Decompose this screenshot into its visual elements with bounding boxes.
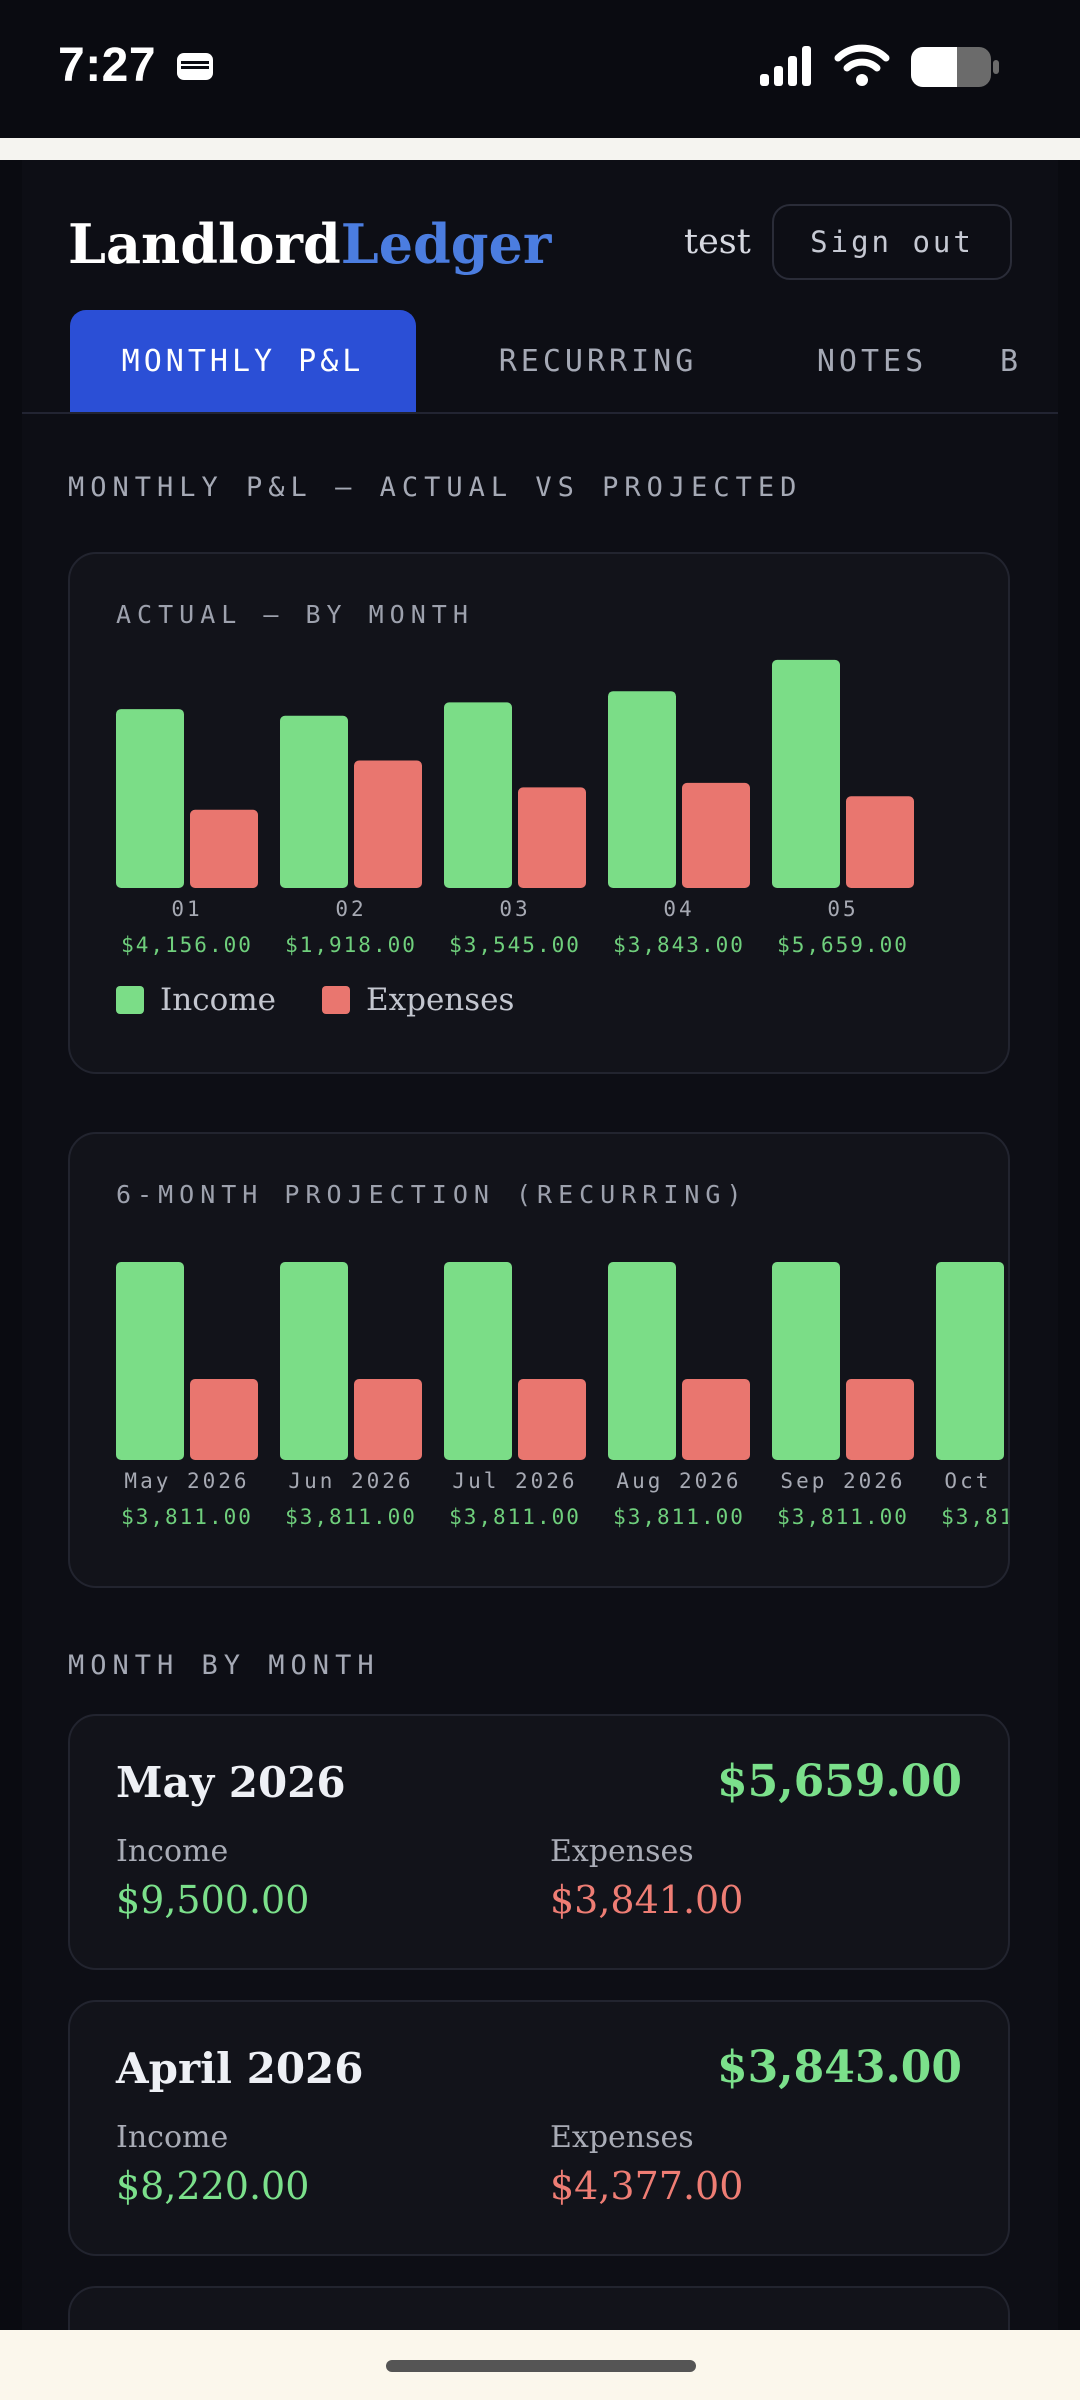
x-tick-label: 04 [663,897,694,921]
income-swatch [116,986,144,1014]
page-title: MONTHLY P&L — ACTUAL VS PROJECTED [68,472,803,503]
net-value-label: $3,545.00 [449,933,581,957]
projection-chart-card: 6-MONTH PROJECTION (RECURRING) May 2026 $… [68,1132,1010,1588]
month-name: April 2026 [116,2044,364,2093]
sign-out-button[interactable]: Sign out [772,204,1012,280]
income-label: Income [116,2120,229,2155]
net-value-label: $5,659.00 [777,933,909,957]
expenses-swatch [321,986,350,1014]
income-bar [280,715,348,888]
net-value-label: $4,156.00 [121,933,253,957]
user-name: test [684,222,751,262]
month-section-title: MONTH BY MONTH [68,1650,380,1681]
expenses-value: $3,841.00 [550,1878,744,1922]
expenses-bar [190,1379,258,1460]
chart-legend: Income Expenses [116,982,560,1018]
income-value: $8,220.00 [116,2164,310,2208]
income-bar [116,709,184,888]
status-time: 7:27 [58,39,157,92]
net-value-label: $3,811.00 [941,1505,1010,1529]
month-net: $5,659.00 [717,1756,962,1807]
x-tick-label: Jun 2026 [288,1469,413,1493]
expenses-bar [518,787,586,888]
expenses-bar [354,760,422,888]
wallet-icon [177,53,213,80]
month-name: May 2026 [116,1758,346,1807]
brand-logo[interactable]: LandlordLedger [68,212,551,276]
month-card[interactable]: May 2026 $5,659.00 Income $9,500.00 Expe… [68,1714,1010,1970]
wifi-icon [834,44,890,86]
expenses-value: $4,377.00 [550,2164,744,2208]
net-value-label: $3,811.00 [285,1505,417,1529]
income-label: Income [116,1834,229,1869]
expenses-bar [518,1379,586,1460]
income-value: $9,500.00 [116,1878,310,1922]
expenses-bar [846,1379,914,1460]
net-value-label: $3,811.00 [449,1505,581,1529]
brand-accent: Ledger [340,212,552,276]
x-tick-label: May 2026 [124,1469,249,1493]
tab-monthly-pl[interactable]: MONTHLY P&L [70,310,416,412]
cellular-signal-icon [760,46,811,86]
expenses-bar [682,782,750,888]
month-card[interactable] [68,2286,1010,2330]
legend-expenses-label: Expenses [365,982,515,1018]
tab-more[interactable]: B [1000,343,1023,379]
expenses-bar [682,1379,750,1460]
income-bar [280,1262,348,1460]
app-window: LandlordLedger test Sign out MONTHLY P&L… [22,160,1058,2330]
net-value-label: $3,811.00 [121,1505,253,1529]
projection-chart: May 2026 $3,811.00 Jun 2026 $3,811.00 Jul 20… [116,1262,1010,1529]
expenses-bar [846,796,914,888]
x-tick-label: Jul 2026 [452,1469,577,1493]
tab-notes[interactable]: NOTES [816,343,928,379]
projection-chart-title: 6-MONTH PROJECTION (RECURRING) [116,1180,748,1209]
battery-icon [911,47,999,87]
status-bar: 7:27 [0,0,1080,138]
month-net: $3,843.00 [717,2042,962,2093]
x-tick-label: Oct 2026 [944,1469,1010,1493]
income-bar [608,691,676,888]
browser-divider [0,138,1080,160]
income-bar [772,659,840,888]
net-value-label: $1,918.00 [285,933,417,957]
x-tick-label: 01 [171,897,202,921]
income-bar [936,1262,1004,1460]
actual-chart: 01 $4,156.00 02 $1,918.00 03 $3,545.00 04 $3,84… [116,659,914,957]
income-bar [608,1262,676,1460]
legend-item-income: Income [116,982,276,1018]
brand-primary: Landlord [68,212,341,276]
expenses-bar [354,1379,422,1460]
net-value-label: $3,811.00 [777,1505,909,1529]
tab-bar: MONTHLY P&L RECURRING NOTES B [22,310,1058,414]
x-tick-label: Sep 2026 [780,1469,905,1493]
income-bar [772,1262,840,1460]
income-bar [116,1262,184,1460]
legend-income-label: Income [160,982,276,1018]
expenses-label: Expenses [550,1834,694,1869]
x-tick-label: 03 [499,897,530,921]
net-value-label: $3,843.00 [613,933,745,957]
app-header: LandlordLedger test Sign out [22,160,1058,410]
actual-chart-card: ACTUAL — BY MONTH 01 $4,156.00 02 $1,918.00… [68,552,1010,1074]
income-bar [444,1262,512,1460]
expenses-label: Expenses [550,2120,694,2155]
expenses-bar [190,809,258,888]
month-card[interactable]: April 2026 $3,843.00 Income $8,220.00 Ex… [68,2000,1010,2256]
home-indicator[interactable] [386,2360,696,2372]
tab-recurring[interactable]: RECURRING [498,343,698,379]
income-bar [444,702,512,888]
legend-item-expenses: Expenses [321,982,515,1018]
x-tick-label: Aug 2026 [616,1469,741,1493]
x-tick-label: 05 [827,897,858,921]
x-tick-label: 02 [335,897,366,921]
net-value-label: $3,811.00 [613,1505,745,1529]
actual-chart-title: ACTUAL — BY MONTH [116,600,474,629]
